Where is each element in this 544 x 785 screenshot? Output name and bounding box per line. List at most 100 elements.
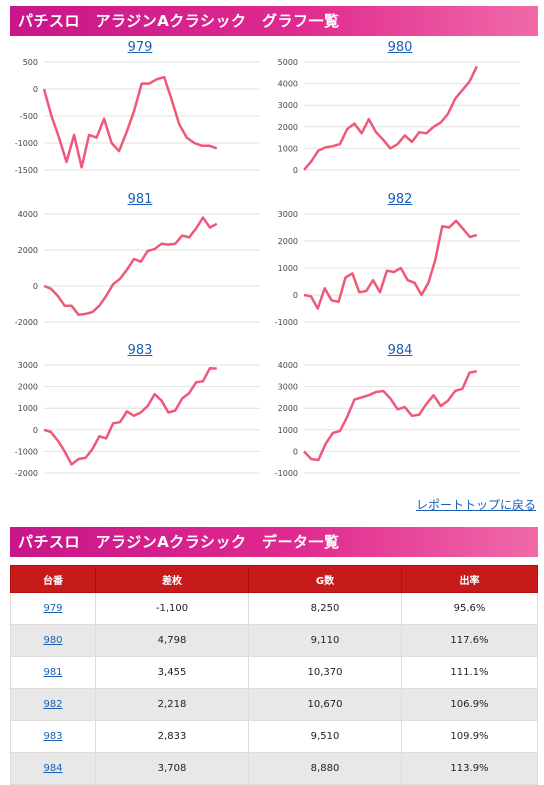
games-cell: 10,670 xyxy=(248,688,402,721)
chart-panel-982: 982 3000 2000 1000 0 -1000 xyxy=(270,192,530,342)
y-tick-label: 1000 xyxy=(278,144,298,153)
y-tick-label: 0 xyxy=(33,85,38,94)
y-tick-label: 3000 xyxy=(278,383,298,392)
rate-cell: 111.1% xyxy=(401,656,538,689)
y-tick-label: 3000 xyxy=(18,361,38,370)
y-tick-label: 5000 xyxy=(278,58,298,67)
diff-cell: 3,708 xyxy=(95,752,249,785)
col-header-diff: 差枚 xyxy=(95,565,249,593)
table-row: 979 -1,100 8,250 95.6% xyxy=(10,592,538,625)
col-header-rate: 出率 xyxy=(401,565,538,593)
rate-cell: 117.6% xyxy=(401,624,538,657)
chart-panel-984: 984 4000 3000 2000 1000 0 -1000 xyxy=(270,343,530,493)
series-line xyxy=(303,219,478,310)
machine-link[interactable]: 979 xyxy=(43,603,63,614)
y-tick-label: -1000 xyxy=(15,447,38,456)
series-line xyxy=(303,370,478,462)
rate-cell: 113.9% xyxy=(401,752,538,785)
y-tick-label: 0 xyxy=(293,291,298,300)
y-tick-label: 1000 xyxy=(278,426,298,435)
y-tick-label: -1000 xyxy=(15,139,38,148)
col-header-games: G数 xyxy=(248,565,402,593)
machine-cell: 983 xyxy=(10,720,96,753)
table-row: 984 3,708 8,880 113.9% xyxy=(10,752,538,785)
y-tick-label: 0 xyxy=(293,166,298,175)
machine-cell: 980 xyxy=(10,624,96,657)
rate-cell: 106.9% xyxy=(401,688,538,721)
chart-panel-980: 980 5000 4000 3000 2000 1000 0 xyxy=(270,40,530,190)
graph-section-header: パチスロ アラジンAクラシック グラフ一覧 xyxy=(10,6,538,36)
table-header-row: 台番 差枚 G数 出率 xyxy=(10,565,538,593)
y-tick-label: 4000 xyxy=(18,210,38,219)
table-row: 980 4,798 9,110 117.6% xyxy=(10,624,538,657)
machine-cell: 982 xyxy=(10,688,96,721)
series-line xyxy=(43,216,218,317)
machine-link[interactable]: 984 xyxy=(43,763,63,774)
chart-title-link[interactable]: 984 xyxy=(387,343,413,358)
y-tick-label: -1000 xyxy=(275,469,298,478)
machine-link[interactable]: 983 xyxy=(43,731,63,742)
y-tick-label: 2000 xyxy=(278,404,298,413)
y-tick-label: 0 xyxy=(33,282,38,291)
machine-link[interactable]: 980 xyxy=(43,635,63,646)
y-tick-label: 4000 xyxy=(278,361,298,370)
report-top-link[interactable]: レポートトップに戻る xyxy=(415,498,536,512)
y-tick-label: -2000 xyxy=(15,469,38,478)
y-tick-label: 0 xyxy=(33,426,38,435)
data-table: 台番 差枚 G数 出率 979 -1,100 8,250 95.6% 980 4… xyxy=(10,565,538,785)
diff-cell: 4,798 xyxy=(95,624,249,657)
chart-title-link[interactable]: 981 xyxy=(127,192,153,207)
data-section-header: パチスロ アラジンAクラシック データ一覧 xyxy=(10,527,538,557)
machine-link[interactable]: 981 xyxy=(43,667,63,678)
chart-panel-981: 981 4000 2000 0 -2000 xyxy=(10,192,270,342)
chart-title-link[interactable]: 979 xyxy=(127,40,153,55)
y-tick-label: 2000 xyxy=(278,237,298,246)
machine-cell: 981 xyxy=(10,656,96,689)
line-chart: 4000 2000 0 -2000 xyxy=(15,210,260,327)
y-tick-label: 2000 xyxy=(18,246,38,255)
y-tick-label: 2000 xyxy=(278,123,298,132)
line-chart: 5000 4000 3000 2000 1000 0 xyxy=(278,58,520,175)
diff-cell: 2,218 xyxy=(95,688,249,721)
line-chart: 3000 2000 1000 0 -1000 -2000 xyxy=(15,361,260,478)
y-tick-label: 0 xyxy=(293,447,298,456)
diff-cell: 3,455 xyxy=(95,656,249,689)
y-tick-label: -1000 xyxy=(275,318,298,327)
y-tick-label: -1500 xyxy=(15,166,38,175)
diff-cell: 2,833 xyxy=(95,720,249,753)
col-header-machine: 台番 xyxy=(10,565,96,593)
table-row: 981 3,455 10,370 111.1% xyxy=(10,656,538,689)
games-cell: 8,250 xyxy=(248,592,402,625)
machine-cell: 979 xyxy=(10,592,96,625)
y-tick-label: 3000 xyxy=(278,210,298,219)
y-tick-label: 1000 xyxy=(18,404,38,413)
chart-panel-979: 979 500 0 -500 -1000 -1500 xyxy=(10,40,270,190)
machine-link[interactable]: 982 xyxy=(43,699,63,710)
chart-panel-983: 983 3000 2000 1000 0 -1000 -2000 xyxy=(10,343,270,493)
table-row: 983 2,833 9,510 109.9% xyxy=(10,720,538,753)
games-cell: 9,110 xyxy=(248,624,402,657)
y-tick-label: 3000 xyxy=(278,101,298,110)
y-tick-label: 4000 xyxy=(278,80,298,89)
chart-title-link[interactable]: 982 xyxy=(387,192,413,207)
chart-title-link[interactable]: 980 xyxy=(387,40,413,55)
rate-cell: 109.9% xyxy=(401,720,538,753)
y-tick-label: -2000 xyxy=(15,318,38,327)
games-cell: 10,370 xyxy=(248,656,402,689)
machine-cell: 984 xyxy=(10,752,96,785)
line-chart: 500 0 -500 -1000 -1500 xyxy=(15,58,260,175)
y-tick-label: 500 xyxy=(23,58,38,67)
table-row: 982 2,218 10,670 106.9% xyxy=(10,688,538,721)
line-chart: 4000 3000 2000 1000 0 -1000 xyxy=(275,361,520,478)
y-tick-label: 1000 xyxy=(278,264,298,273)
series-line xyxy=(43,366,217,466)
series-line xyxy=(303,65,478,171)
line-chart: 3000 2000 1000 0 -1000 xyxy=(275,210,520,327)
y-tick-label: -500 xyxy=(20,112,38,121)
series-line xyxy=(42,75,218,169)
games-cell: 8,880 xyxy=(248,752,402,785)
games-cell: 9,510 xyxy=(248,720,402,753)
rate-cell: 95.6% xyxy=(401,592,538,625)
diff-cell: -1,100 xyxy=(95,592,249,625)
chart-title-link[interactable]: 983 xyxy=(127,343,153,358)
